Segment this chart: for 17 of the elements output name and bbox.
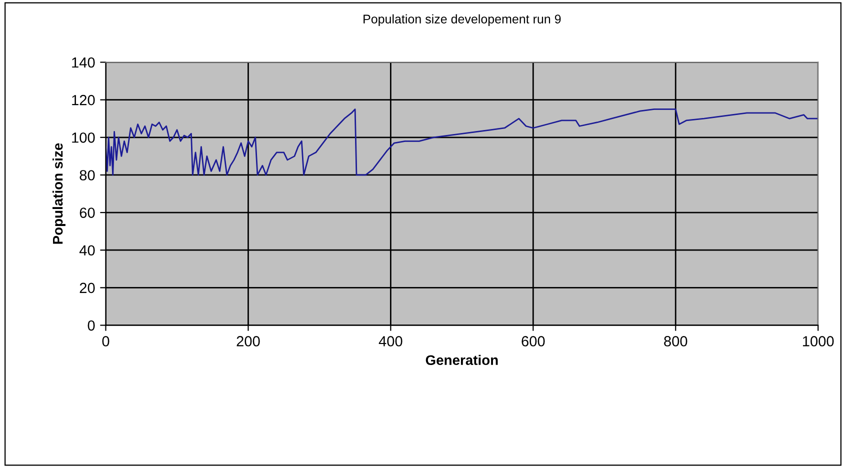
chart-title: Population size developement run 9 [364, 14, 561, 26]
y-tick-label: 80 [80, 170, 95, 180]
y-tick-label: 0 [88, 320, 95, 331]
y-tick-label: 20 [80, 282, 95, 294]
y-tick-label: 140 [72, 57, 95, 68]
x-axis-title: Generation [426, 354, 498, 366]
y-axis-title: Population size [52, 143, 66, 244]
y-tick-label: 40 [79, 245, 95, 256]
x-tick-label: 600 [522, 336, 545, 346]
x-tick-label: 800 [664, 336, 688, 346]
x-tick-label: 200 [236, 336, 260, 346]
y-tick-label: 120 [72, 94, 95, 106]
x-tick-label: 0 [102, 336, 110, 346]
y-tick-label: 60 [80, 208, 95, 218]
y-tick-label: 100 [72, 132, 95, 143]
x-tick-label: 400 [378, 336, 402, 346]
x-tick-label: 1000 [802, 336, 834, 346]
